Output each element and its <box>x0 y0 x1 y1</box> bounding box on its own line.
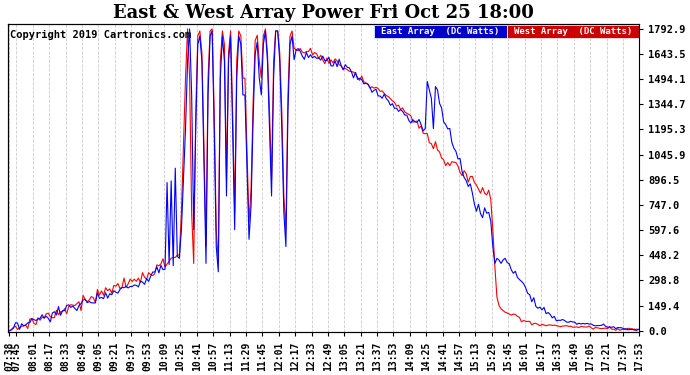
Text: West Array  (DC Watts): West Array (DC Watts) <box>514 27 632 36</box>
FancyBboxPatch shape <box>506 25 640 38</box>
Title: East & West Array Power Fri Oct 25 18:00: East & West Array Power Fri Oct 25 18:00 <box>113 4 534 22</box>
Text: East Array  (DC Watts): East Array (DC Watts) <box>382 27 500 36</box>
Text: Copyright 2019 Cartronics.com: Copyright 2019 Cartronics.com <box>10 30 191 40</box>
FancyBboxPatch shape <box>374 25 506 38</box>
